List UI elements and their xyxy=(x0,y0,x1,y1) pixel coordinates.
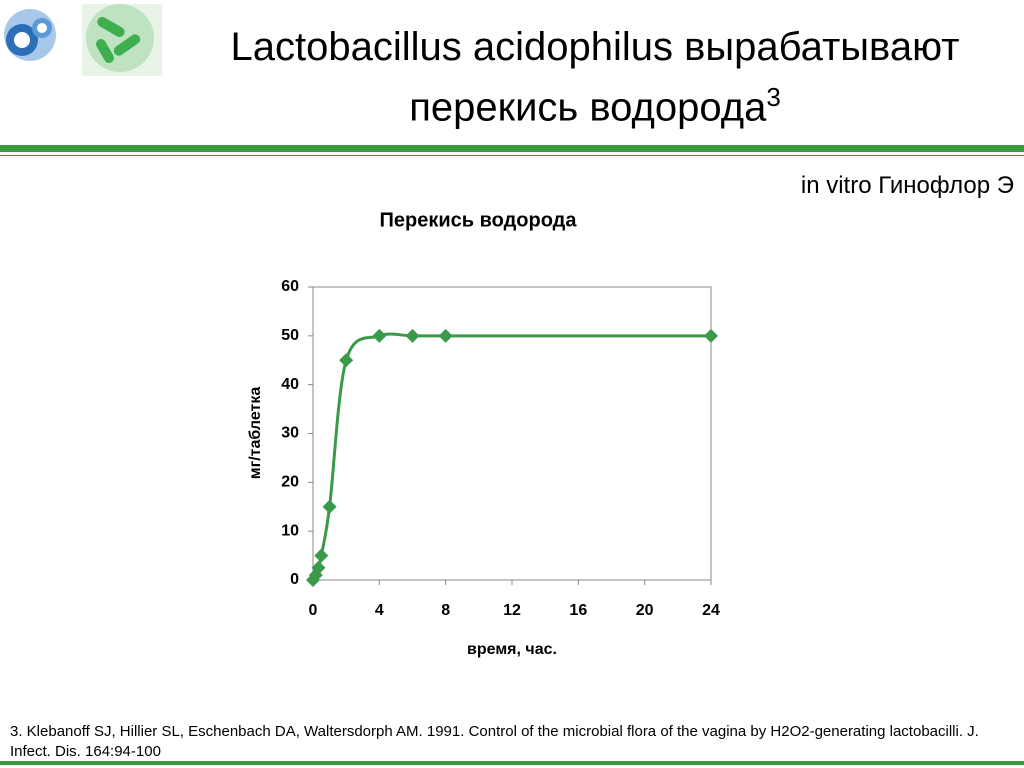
x-tick-label: 8 xyxy=(441,602,450,619)
x-tick-label: 20 xyxy=(636,602,654,619)
x-tick-label: 4 xyxy=(375,602,384,619)
y-tick-label: 40 xyxy=(281,376,299,393)
line xyxy=(311,332,711,581)
marker xyxy=(339,353,354,368)
x-tick-label: 16 xyxy=(569,602,587,619)
marker xyxy=(322,499,337,514)
divider xyxy=(0,155,1024,156)
x-tick-label: 24 xyxy=(702,602,720,619)
x-tick-label: 0 xyxy=(309,602,318,619)
footnote: 3. Klebanoff SJ, Hillier SL, Eschenbach … xyxy=(10,723,979,760)
marker xyxy=(405,328,420,343)
y-tick-label: 60 xyxy=(281,278,299,295)
marker xyxy=(438,328,453,343)
title: Lactobacillus acidophilus вырабатывают пе… xyxy=(230,25,960,130)
plot-area xyxy=(312,286,712,581)
divider xyxy=(0,761,1024,765)
x-axis-label: время, час. xyxy=(467,641,557,658)
y-tick-label: 20 xyxy=(281,474,299,491)
chart-title: Перекись водорода xyxy=(379,209,577,231)
y-tick-label: 0 xyxy=(290,571,299,588)
y-tick-label: 50 xyxy=(281,327,299,344)
marker xyxy=(311,560,326,575)
marker xyxy=(314,548,329,563)
x-tick-label: 12 xyxy=(503,602,521,619)
y-tick-label: 30 xyxy=(281,425,299,442)
logo xyxy=(4,4,162,76)
marker xyxy=(372,328,387,343)
divider xyxy=(0,145,1024,152)
y-tick-label: 10 xyxy=(281,522,299,539)
y-axis-label: мг/таблетка xyxy=(247,387,264,480)
subtitle: in vitro Гинофлор Э xyxy=(800,172,1014,199)
marker xyxy=(704,328,718,343)
